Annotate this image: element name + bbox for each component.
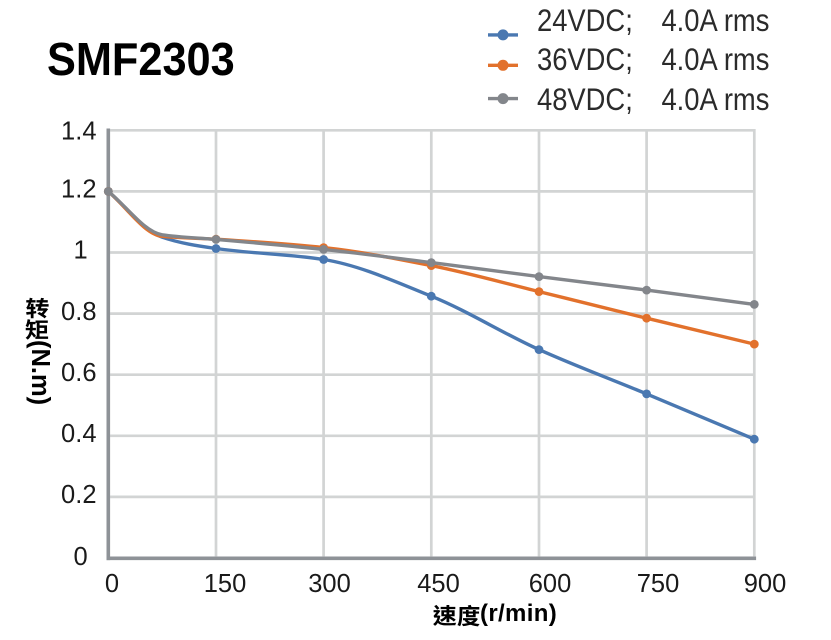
svg-text:0: 0	[74, 543, 88, 571]
svg-text:450: 450	[417, 570, 460, 598]
svg-text:1.4: 1.4	[61, 118, 96, 146]
svg-text:0: 0	[105, 570, 119, 598]
svg-text:300: 300	[308, 570, 351, 598]
svg-text:0.2: 0.2	[61, 481, 96, 509]
svg-text:900: 900	[744, 570, 787, 598]
svg-text:750: 750	[637, 570, 680, 598]
svg-text:0.4: 0.4	[61, 420, 96, 448]
svg-text:150: 150	[204, 570, 247, 598]
svg-text:1.2: 1.2	[61, 176, 96, 204]
svg-text:0.8: 0.8	[61, 298, 96, 326]
svg-text:0.6: 0.6	[61, 359, 96, 387]
svg-text:600: 600	[529, 570, 572, 598]
svg-text:1: 1	[74, 237, 88, 265]
